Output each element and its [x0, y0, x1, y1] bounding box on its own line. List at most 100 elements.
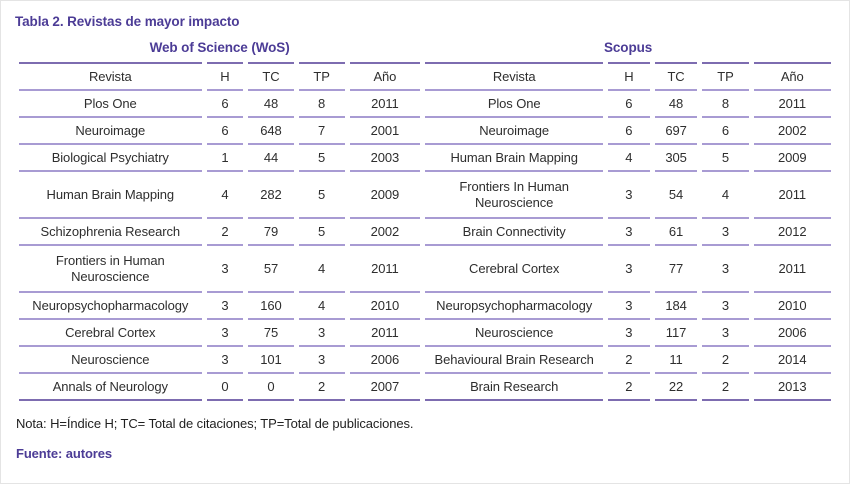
col-header-scopus-tc: TC — [654, 62, 698, 91]
value-cell: 6 — [608, 91, 650, 118]
journal-cell: Cerebral Cortex — [425, 246, 604, 293]
value-cell: 3 — [206, 320, 244, 347]
journal-cell: Neuroimage — [425, 118, 604, 145]
column-header-row: Revista H TC TP Año Revista H TC TP Año — [19, 62, 831, 91]
value-cell: 282 — [248, 172, 294, 219]
col-header-wos-tp: TP — [298, 62, 345, 91]
value-cell: 117 — [654, 320, 698, 347]
journal-cell: Annals of Neurology — [19, 374, 202, 401]
value-cell: 2009 — [753, 145, 831, 172]
value-cell: 2012 — [753, 219, 831, 246]
value-cell: 6 — [702, 118, 749, 145]
value-cell: 4 — [298, 246, 345, 293]
value-cell: 3 — [298, 347, 345, 374]
table-row: Neuroimage 6 648 7 2001 Neuroimage 6 697 6 2002 — [19, 118, 831, 145]
value-cell: 57 — [248, 246, 294, 293]
value-cell: 5 — [702, 145, 749, 172]
journal-cell: Plos One — [425, 91, 604, 118]
group-header-scopus: Scopus — [604, 40, 653, 55]
value-cell: 4 — [608, 145, 650, 172]
value-cell: 22 — [654, 374, 698, 401]
col-header-wos-tc: TC — [248, 62, 294, 91]
value-cell: 2 — [702, 347, 749, 374]
value-cell: 44 — [248, 145, 294, 172]
value-cell: 0 — [248, 374, 294, 401]
value-cell: 2001 — [349, 118, 421, 145]
table-title: Tabla 2. Revistas de mayor impacto — [15, 14, 240, 29]
journal-cell: Human Brain Mapping — [425, 145, 604, 172]
value-cell: 305 — [654, 145, 698, 172]
value-cell: 3 — [702, 246, 749, 293]
col-header-scopus-tp: TP — [702, 62, 749, 91]
value-cell: 8 — [702, 91, 749, 118]
value-cell: 75 — [248, 320, 294, 347]
table-row: Neuroscience 3 101 3 2006 Behavioural Brain R… — [19, 347, 831, 374]
table-row: Biological Psychiatry 1 44 5 2003 Human Brain… — [19, 145, 831, 172]
value-cell: 2013 — [753, 374, 831, 401]
value-cell: 3 — [608, 320, 650, 347]
value-cell: 2 — [298, 374, 345, 401]
journal-cell: Schizophrenia Research — [19, 219, 202, 246]
group-header-row: Web of Science (WoS) Scopus — [19, 35, 831, 62]
value-cell: 3 — [702, 293, 749, 320]
value-cell: 5 — [298, 145, 345, 172]
value-cell: 2009 — [349, 172, 421, 219]
table-row: Annals of Neurology 0 0 2 2007 Brain Research… — [19, 374, 831, 401]
journal-cell: Neuroscience — [19, 347, 202, 374]
value-cell: 697 — [654, 118, 698, 145]
value-cell: 3 — [608, 246, 650, 293]
table-row: Human Brain Mapping 4 282 5 2009 Frontiers In… — [19, 172, 831, 219]
journal-cell: Frontiers in Human Neuroscience — [19, 246, 202, 293]
value-cell: 2002 — [349, 219, 421, 246]
value-cell: 3 — [702, 219, 749, 246]
value-cell: 61 — [654, 219, 698, 246]
impact-table: Web of Science (WoS) Scopus Revista H TC… — [14, 35, 836, 401]
table-body: Plos One 6 48 8 2011 Plos One 6 48 8 2011 Neuroima… — [19, 91, 831, 401]
value-cell: 4 — [702, 172, 749, 219]
value-cell: 7 — [298, 118, 345, 145]
value-cell: 3 — [608, 219, 650, 246]
value-cell: 3 — [608, 293, 650, 320]
value-cell: 3 — [608, 172, 650, 219]
value-cell: 3 — [702, 320, 749, 347]
value-cell: 3 — [298, 320, 345, 347]
value-cell: 2011 — [753, 246, 831, 293]
value-cell: 2011 — [753, 172, 831, 219]
value-cell: 4 — [206, 172, 244, 219]
value-cell: 2011 — [349, 91, 421, 118]
value-cell: 6 — [206, 118, 244, 145]
col-header-scopus-ano: Año — [753, 62, 831, 91]
journal-cell: Human Brain Mapping — [19, 172, 202, 219]
journal-cell: Brain Research — [425, 374, 604, 401]
value-cell: 48 — [248, 91, 294, 118]
value-cell: 3 — [206, 293, 244, 320]
journal-cell: Neuroscience — [425, 320, 604, 347]
value-cell: 2002 — [753, 118, 831, 145]
value-cell: 3 — [206, 246, 244, 293]
journal-cell: Behavioural Brain Research — [425, 347, 604, 374]
value-cell: 2010 — [349, 293, 421, 320]
value-cell: 54 — [654, 172, 698, 219]
group-header-wos: Web of Science (WoS) — [149, 40, 290, 55]
value-cell: 2 — [206, 219, 244, 246]
table-row: Cerebral Cortex 3 75 3 2011 Neuroscience 3 117 3… — [19, 320, 831, 347]
col-header-scopus-h: H — [608, 62, 650, 91]
value-cell: 2006 — [753, 320, 831, 347]
col-header-wos-revista: Revista — [19, 62, 202, 91]
value-cell: 2006 — [349, 347, 421, 374]
value-cell: 184 — [654, 293, 698, 320]
value-cell: 11 — [654, 347, 698, 374]
value-cell: 0 — [206, 374, 244, 401]
journal-cell: Plos One — [19, 91, 202, 118]
value-cell: 77 — [654, 246, 698, 293]
value-cell: 2007 — [349, 374, 421, 401]
value-cell: 6 — [206, 91, 244, 118]
table-note: Nota: H=Índice H; TC= Total de citacione… — [16, 416, 414, 431]
value-cell: 2 — [608, 347, 650, 374]
value-cell: 101 — [248, 347, 294, 374]
value-cell: 2003 — [349, 145, 421, 172]
value-cell: 4 — [298, 293, 345, 320]
table-source: Fuente: autores — [16, 446, 113, 461]
col-header-wos-ano: Año — [349, 62, 421, 91]
value-cell: 79 — [248, 219, 294, 246]
